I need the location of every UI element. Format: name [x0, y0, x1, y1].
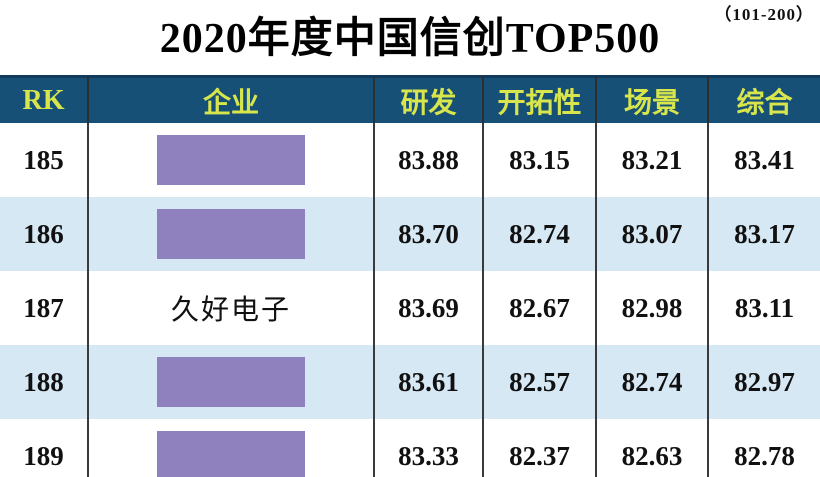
score-cell-overall: 83.11	[707, 271, 820, 345]
redaction-box	[157, 357, 305, 407]
page-title: 2020年度中国信创TOP500	[159, 16, 661, 62]
score-cell-overall: 83.17	[707, 197, 820, 271]
company-cell	[87, 345, 373, 419]
redaction-box	[157, 135, 305, 185]
score-cell-rd: 83.88	[373, 123, 482, 197]
column-header-scene: 场景	[595, 75, 707, 123]
column-header-overall: 综合	[707, 75, 820, 123]
ranking-table: RK 企业 研发 开拓性 场景 综合 185 83.88 83.15 83.21 83.…	[0, 75, 820, 477]
score-cell-overall: 82.78	[707, 419, 820, 477]
score-cell-pioneering: 83.15	[482, 123, 595, 197]
rank-cell: 186	[0, 197, 87, 271]
score-cell-rd: 83.61	[373, 345, 482, 419]
redaction-box	[157, 431, 305, 477]
rank-cell: 185	[0, 123, 87, 197]
column-header-rd: 研发	[373, 75, 482, 123]
column-header-rk: RK	[0, 75, 87, 123]
score-cell-pioneering: 82.74	[482, 197, 595, 271]
score-cell-rd: 83.70	[373, 197, 482, 271]
company-cell	[87, 123, 373, 197]
title-area: （101-200） 2020年度中国信创TOP500	[0, 0, 820, 75]
score-cell-scene: 83.21	[595, 123, 707, 197]
score-cell-scene: 83.07	[595, 197, 707, 271]
company-cell	[87, 419, 373, 477]
score-cell-pioneering: 82.37	[482, 419, 595, 477]
column-header-company: 企业	[87, 75, 373, 123]
company-cell: 久好电子	[87, 271, 373, 345]
score-cell-rd: 83.33	[373, 419, 482, 477]
range-label: （101-200）	[714, 5, 814, 24]
score-cell-scene: 82.63	[595, 419, 707, 477]
rank-cell: 188	[0, 345, 87, 419]
score-cell-overall: 82.97	[707, 345, 820, 419]
score-cell-scene: 82.74	[595, 345, 707, 419]
score-cell-scene: 82.98	[595, 271, 707, 345]
rank-cell: 189	[0, 419, 87, 477]
score-cell-pioneering: 82.57	[482, 345, 595, 419]
score-cell-overall: 83.41	[707, 123, 820, 197]
column-header-pioneering: 开拓性	[482, 75, 595, 123]
score-cell-rd: 83.69	[373, 271, 482, 345]
company-cell	[87, 197, 373, 271]
rank-cell: 187	[0, 271, 87, 345]
redaction-box	[157, 209, 305, 259]
score-cell-pioneering: 82.67	[482, 271, 595, 345]
company-name: 久好电子	[170, 295, 291, 326]
